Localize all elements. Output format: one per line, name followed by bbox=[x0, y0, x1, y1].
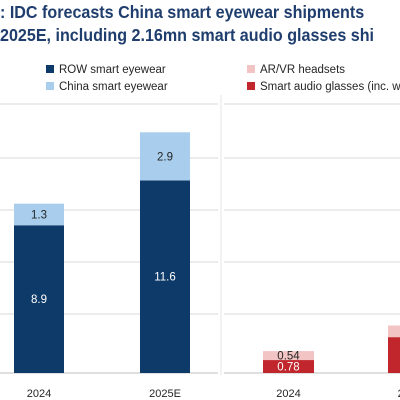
x-tick-label: 2025E bbox=[398, 388, 400, 400]
bar-audio-2024 bbox=[263, 360, 314, 373]
legend-label-china: China smart eyewear bbox=[59, 81, 168, 93]
data-label: 1.3 bbox=[31, 209, 47, 221]
bar-china-2025E bbox=[140, 132, 190, 181]
bar-row-2025E bbox=[140, 180, 190, 373]
legend-label-audio: Smart audio glasses (inc. w bbox=[260, 81, 400, 93]
bar-row-2024 bbox=[14, 225, 64, 373]
data-label: 8.9 bbox=[31, 294, 47, 306]
legend-swatch-row bbox=[46, 65, 54, 73]
title-line-1: : IDC forecasts China smart eyewear ship… bbox=[0, 2, 365, 22]
legend-swatch-audio bbox=[247, 82, 255, 90]
legend-item-audio: Smart audio glasses (inc. w bbox=[247, 80, 400, 94]
legend-label-arvr: AR/VR headsets bbox=[260, 64, 346, 76]
chart-title: : IDC forecasts China smart eyewear ship… bbox=[0, 0, 400, 50]
legend-item-arvr: AR/VR headsets bbox=[247, 63, 345, 77]
data-label: 0.54 bbox=[277, 351, 300, 363]
data-label: 11.6 bbox=[154, 272, 176, 284]
x-tick-label: 2024 bbox=[276, 388, 300, 400]
data-label: 2.9 bbox=[157, 151, 173, 163]
bar-audio-2025E bbox=[388, 337, 400, 373]
title-line-2: 2025E, including 2.16mn smart audio glas… bbox=[0, 25, 375, 45]
bar-arvr-2024 bbox=[263, 351, 314, 361]
legend-swatch-arvr bbox=[247, 65, 255, 73]
x-tick-label: 2025E bbox=[149, 388, 181, 400]
data-label: 0.78 bbox=[277, 362, 299, 374]
bar-china-2024 bbox=[14, 203, 64, 226]
legend-item-china: China smart eyewear bbox=[46, 80, 168, 94]
x-tick-label: 2024 bbox=[27, 388, 51, 400]
bar-arvr-2025E bbox=[388, 325, 400, 338]
legend-label-row: ROW smart eyewear bbox=[59, 64, 166, 76]
legend-item-row: ROW smart eyewear bbox=[46, 63, 166, 77]
legend-swatch-china bbox=[46, 82, 54, 90]
